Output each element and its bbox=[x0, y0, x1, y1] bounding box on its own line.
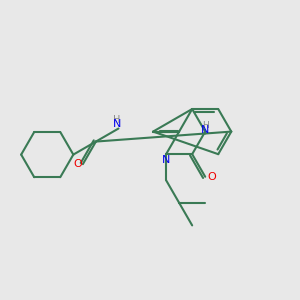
Text: N: N bbox=[113, 119, 121, 129]
Text: H: H bbox=[113, 115, 121, 125]
Text: N: N bbox=[162, 155, 170, 165]
Text: N: N bbox=[201, 125, 209, 135]
Text: H: H bbox=[202, 121, 209, 130]
Text: O: O bbox=[208, 172, 216, 182]
Text: O: O bbox=[73, 159, 82, 169]
